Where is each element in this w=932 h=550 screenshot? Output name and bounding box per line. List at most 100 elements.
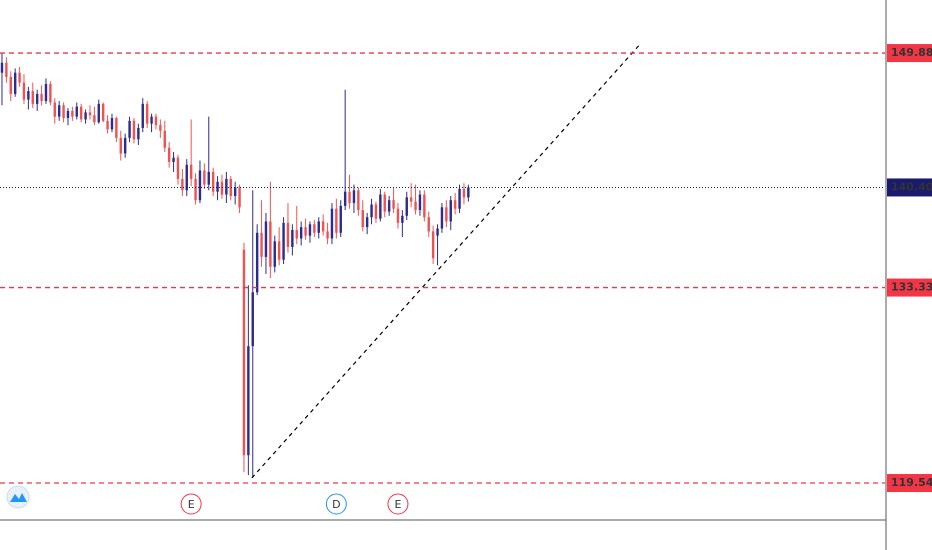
candle-body — [132, 120, 136, 140]
candle-body — [321, 221, 325, 232]
candle-body — [339, 205, 342, 233]
candle-body — [18, 72, 21, 83]
candle-body — [440, 207, 444, 229]
logo-mark — [10, 493, 27, 502]
event-marker — [387, 493, 409, 515]
candle-body — [462, 188, 466, 198]
candle-body — [203, 170, 206, 185]
candle-body — [216, 181, 219, 192]
candle-body — [141, 103, 144, 128]
candle-body — [145, 103, 149, 124]
candle-body — [431, 231, 435, 259]
candle-body — [260, 232, 263, 257]
candle-body — [137, 127, 140, 140]
candle-body — [357, 190, 360, 211]
candle-body — [374, 204, 378, 219]
candle-body — [172, 157, 175, 162]
candle-body — [370, 204, 373, 218]
candle-body — [467, 187, 470, 198]
candle-body — [207, 171, 210, 185]
candle-body — [251, 292, 254, 347]
candle-body — [453, 200, 457, 209]
level-label-box — [887, 178, 932, 197]
candle-body — [286, 222, 290, 247]
candle-body — [97, 103, 100, 123]
candle-body — [79, 106, 83, 120]
candle-body — [383, 194, 386, 212]
level-label: 133.335 — [891, 281, 932, 294]
candle-body — [159, 125, 162, 131]
candle-body — [313, 224, 316, 233]
candle-body — [115, 118, 118, 138]
candle-body — [49, 84, 52, 103]
candle-body — [198, 170, 202, 201]
candle-body — [9, 76, 12, 94]
axes: 149.885 140.400 133.335 119.540 — [887, 44, 932, 493]
candle-body — [405, 197, 408, 216]
candle-body — [264, 221, 268, 257]
candle-body — [93, 115, 96, 123]
candle-body — [189, 164, 193, 179]
candle-body — [128, 120, 131, 138]
candle-body — [44, 84, 48, 102]
candle-body — [348, 191, 351, 204]
candle-body — [225, 178, 228, 195]
candle-body — [53, 102, 56, 117]
candle-body — [247, 346, 250, 456]
event-label: E — [394, 498, 401, 511]
candle-body — [291, 229, 294, 247]
candle-body — [458, 188, 461, 209]
candle-body — [75, 106, 78, 117]
candle-body — [427, 217, 430, 232]
candle-body — [273, 241, 276, 267]
candle-body — [106, 120, 109, 130]
candle-body — [123, 137, 127, 154]
candle-body — [401, 215, 404, 223]
candle-body — [365, 217, 369, 228]
candle-body — [57, 105, 61, 117]
candle-body — [35, 93, 39, 104]
candle-body — [163, 130, 166, 148]
candle-body — [238, 187, 241, 208]
level-label: 119.540 — [891, 476, 932, 489]
candle-body — [304, 227, 307, 236]
candle-body — [150, 116, 153, 124]
candle-body — [119, 137, 122, 154]
candle-body — [62, 105, 65, 119]
candle-body — [387, 200, 391, 212]
candle-body — [449, 200, 452, 222]
candle-body — [27, 91, 30, 100]
candle-body — [414, 201, 417, 211]
candle-body — [396, 208, 400, 223]
level-label-box — [887, 474, 932, 493]
candle-body — [233, 187, 237, 196]
candle-body — [423, 194, 426, 218]
candle-body — [5, 62, 8, 77]
event-marker — [325, 493, 347, 515]
candle-body — [379, 194, 382, 219]
candle-body — [88, 112, 92, 116]
level-label: 140.400 — [891, 180, 932, 193]
candle-body — [181, 178, 184, 191]
candle-body — [326, 231, 329, 239]
candle-body — [299, 227, 303, 239]
level-label-box — [887, 44, 932, 63]
candle-body — [392, 200, 395, 209]
candle-body — [335, 208, 338, 233]
candle-body — [352, 190, 356, 204]
candle-body — [277, 241, 281, 260]
candle-body — [66, 110, 70, 119]
trend-line — [251, 43, 641, 479]
logo — [6, 485, 30, 509]
candle-body — [282, 222, 285, 260]
candle-body — [167, 147, 171, 162]
candle-body — [84, 112, 87, 120]
candle-body — [436, 228, 439, 236]
candle-body — [194, 178, 197, 201]
candle-body — [317, 221, 320, 233]
candle-body — [229, 178, 232, 196]
candle-body — [242, 249, 246, 456]
candle-body — [330, 208, 334, 239]
